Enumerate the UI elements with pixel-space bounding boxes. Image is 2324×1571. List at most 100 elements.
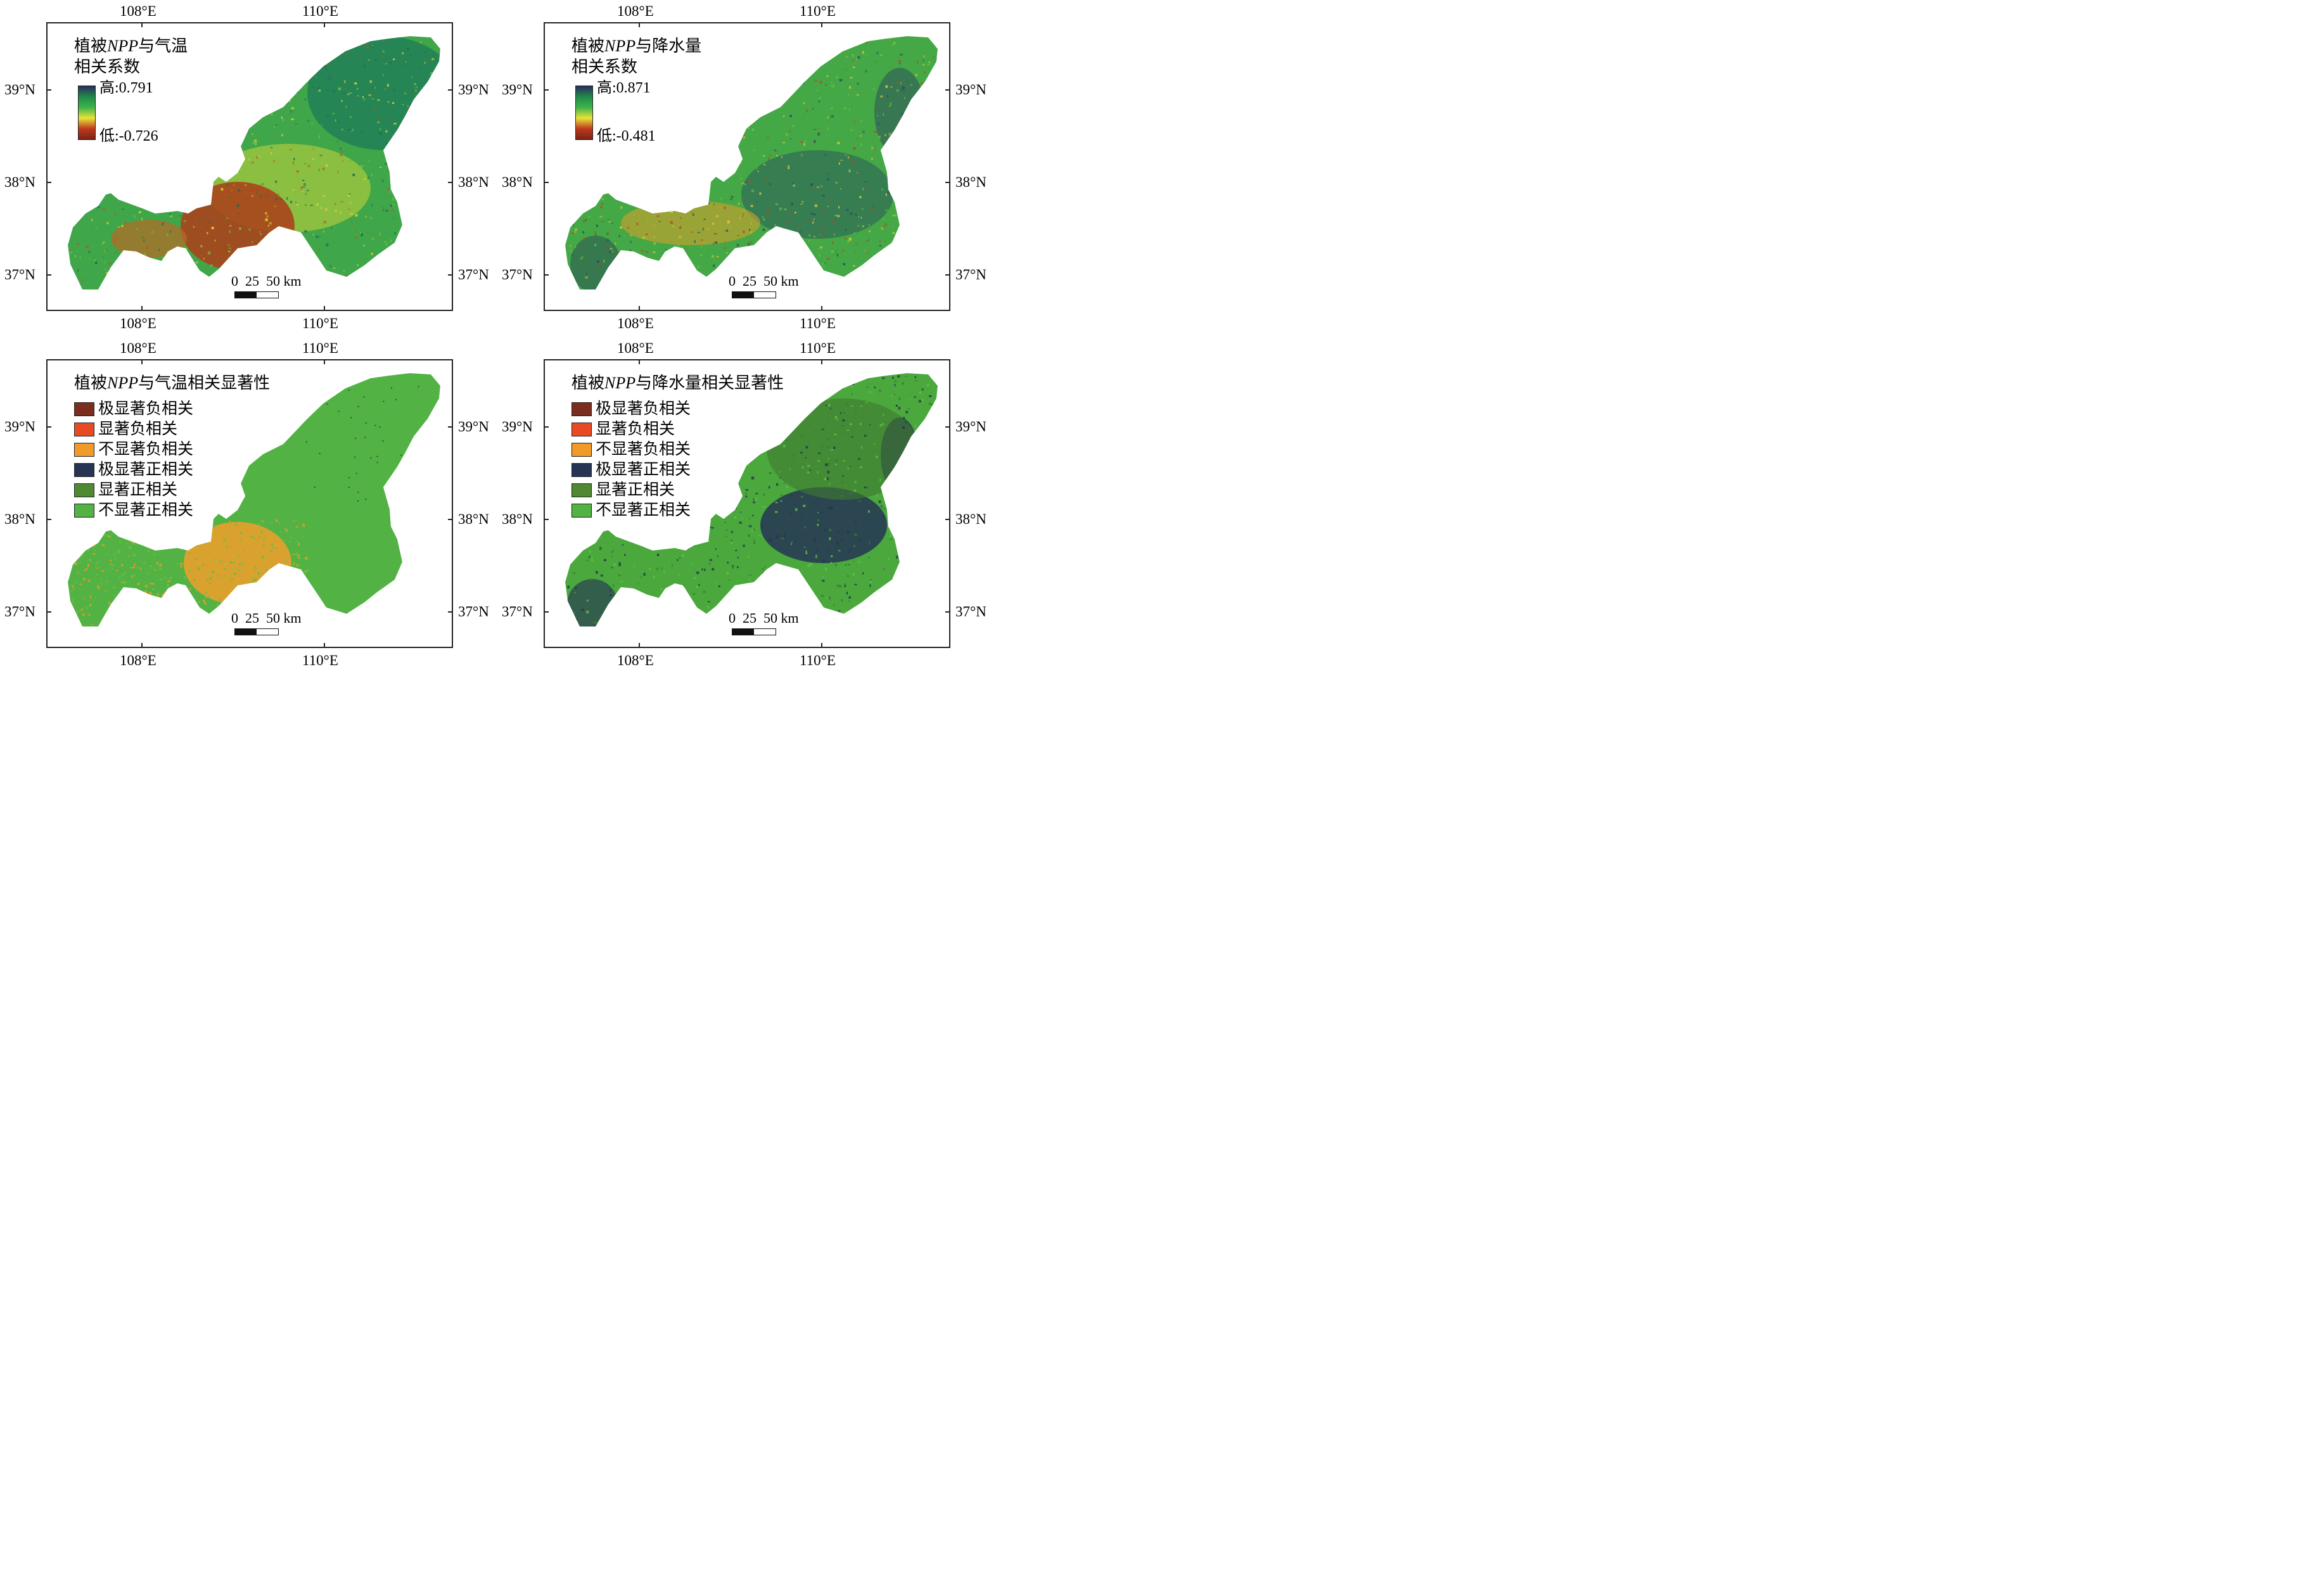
lon-tick-label-bottom: 110°E <box>302 315 338 331</box>
legend-swatch <box>74 462 94 477</box>
region-map <box>68 373 440 626</box>
legend-swatch <box>74 402 94 416</box>
legend-title-prefix: 植被 <box>571 374 605 392</box>
tick-mark <box>448 274 453 276</box>
tick-mark <box>544 426 549 428</box>
region-map <box>565 36 938 289</box>
legend-title-prefix: 植被 <box>74 374 108 392</box>
legend-swatch <box>571 402 592 416</box>
tick-mark <box>141 359 143 364</box>
map-frame <box>46 22 453 311</box>
ramp-high-label: 高:0.791 <box>99 80 153 96</box>
tick-mark <box>544 89 549 91</box>
legend-entry-label: 极显著负相关 <box>98 400 194 417</box>
legend-entry-label: 不显著正相关 <box>98 502 194 519</box>
tick-mark <box>324 22 325 27</box>
legend-entry: 不显著正相关 <box>571 502 691 518</box>
lon-tick-label-top: 108°E <box>617 3 654 19</box>
scale-bar-label: 0 25 50 km <box>729 610 799 626</box>
tick-mark <box>46 182 51 183</box>
legend-entry: 极显著负相关 <box>571 401 691 417</box>
tick-mark <box>544 519 549 520</box>
legend-title-suffix: 与降水量相关显著性 <box>635 374 784 392</box>
tick-mark <box>324 359 325 364</box>
legend-entry: 显著负相关 <box>74 421 177 437</box>
legend-title: 植被NPP与气温相关显著性 <box>74 373 270 394</box>
tick-mark <box>141 306 143 311</box>
scale-bar <box>234 291 279 298</box>
legend-title-line2: 相关系数 <box>74 57 141 76</box>
lon-tick-label-top: 110°E <box>800 340 836 356</box>
ramp-high-label: 高:0.871 <box>597 80 651 96</box>
tick-mark <box>141 22 143 27</box>
legend-swatch <box>571 483 592 497</box>
legend-title-prefix: 植被 <box>74 37 108 55</box>
tick-mark <box>821 22 822 27</box>
tick-mark <box>639 359 640 364</box>
legend-entry-label: 不显著正相关 <box>596 502 691 519</box>
lat-tick-label-left: 39°N <box>4 419 35 435</box>
lat-tick-label-right: 39°N <box>955 82 986 98</box>
tick-mark <box>945 182 950 183</box>
legend-title-suffix: 与气温相关显著性 <box>138 374 271 392</box>
legend-entry: 显著正相关 <box>74 482 177 498</box>
legend-title: 植被NPP与降水量 相关系数 <box>571 36 701 77</box>
lat-tick-label-left: 37°N <box>4 604 35 620</box>
lat-tick-label-right: 38°N <box>955 174 986 190</box>
legend-title-italic: NPP <box>604 374 636 392</box>
scale-bar-label: 0 25 50 km <box>729 273 799 289</box>
lat-tick-label-right: 38°N <box>955 511 986 527</box>
tick-mark <box>639 22 640 27</box>
tick-mark <box>324 306 325 311</box>
tick-mark <box>945 611 950 613</box>
tick-mark <box>821 643 822 648</box>
map-frame <box>46 359 453 648</box>
lat-tick-label-right: 38°N <box>458 174 489 190</box>
lon-tick-label-top: 110°E <box>302 3 338 19</box>
region-map <box>565 373 938 626</box>
lon-tick-label-top: 110°E <box>302 340 338 356</box>
tick-mark <box>544 182 549 183</box>
lat-tick-label-right: 39°N <box>458 82 489 98</box>
legend-entry: 不显著负相关 <box>571 442 691 457</box>
tick-mark <box>46 519 51 520</box>
lat-tick-label-right: 37°N <box>955 604 986 620</box>
legend-entry: 极显著正相关 <box>74 462 193 478</box>
tick-mark <box>448 89 453 91</box>
legend-swatch <box>571 422 592 436</box>
tick-mark <box>821 359 822 364</box>
legend-entry-label: 极显著负相关 <box>596 400 691 417</box>
very-significant-positive-zone <box>760 487 887 563</box>
legend-swatch <box>74 442 94 457</box>
lat-tick-label-right: 38°N <box>458 511 489 527</box>
tick-mark <box>945 426 950 428</box>
legend-entry: 显著负相关 <box>571 421 675 437</box>
legend-entry-label: 显著正相关 <box>596 481 675 499</box>
raster-layer <box>68 36 440 289</box>
lat-tick-label-right: 39°N <box>955 419 986 435</box>
significant-positive-zone <box>767 398 919 500</box>
lat-tick-label-left: 38°N <box>502 174 533 190</box>
lat-tick-label-left: 38°N <box>502 511 533 527</box>
legend-swatch <box>571 503 592 518</box>
low-correlation-zone <box>181 182 295 270</box>
lon-tick-label-top: 108°E <box>120 340 156 356</box>
legend-entry-label: 不显著负相关 <box>596 441 691 458</box>
legend-title: 植被NPP与气温相关系数 <box>74 36 188 77</box>
lon-tick-label-bottom: 108°E <box>617 652 654 668</box>
tick-mark <box>448 426 453 428</box>
lat-tick-label-left: 37°N <box>502 604 533 620</box>
legend-title-suffix: 与气温 <box>138 37 188 55</box>
tick-mark <box>324 643 325 648</box>
legend-swatch <box>571 442 592 457</box>
lon-tick-label-bottom: 108°E <box>617 315 654 331</box>
legend-title-line2: 相关系数 <box>571 57 638 76</box>
legend-entry: 显著正相关 <box>571 482 675 498</box>
lon-tick-label-top: 110°E <box>800 3 836 19</box>
tick-mark <box>448 519 453 520</box>
legend-title-italic: NPP <box>107 37 139 55</box>
lat-tick-label-right: 37°N <box>458 267 489 283</box>
legend-entry-label: 极显著正相关 <box>596 461 691 478</box>
legend-entry: 极显著正相关 <box>571 462 691 478</box>
legend-swatch <box>74 483 94 497</box>
